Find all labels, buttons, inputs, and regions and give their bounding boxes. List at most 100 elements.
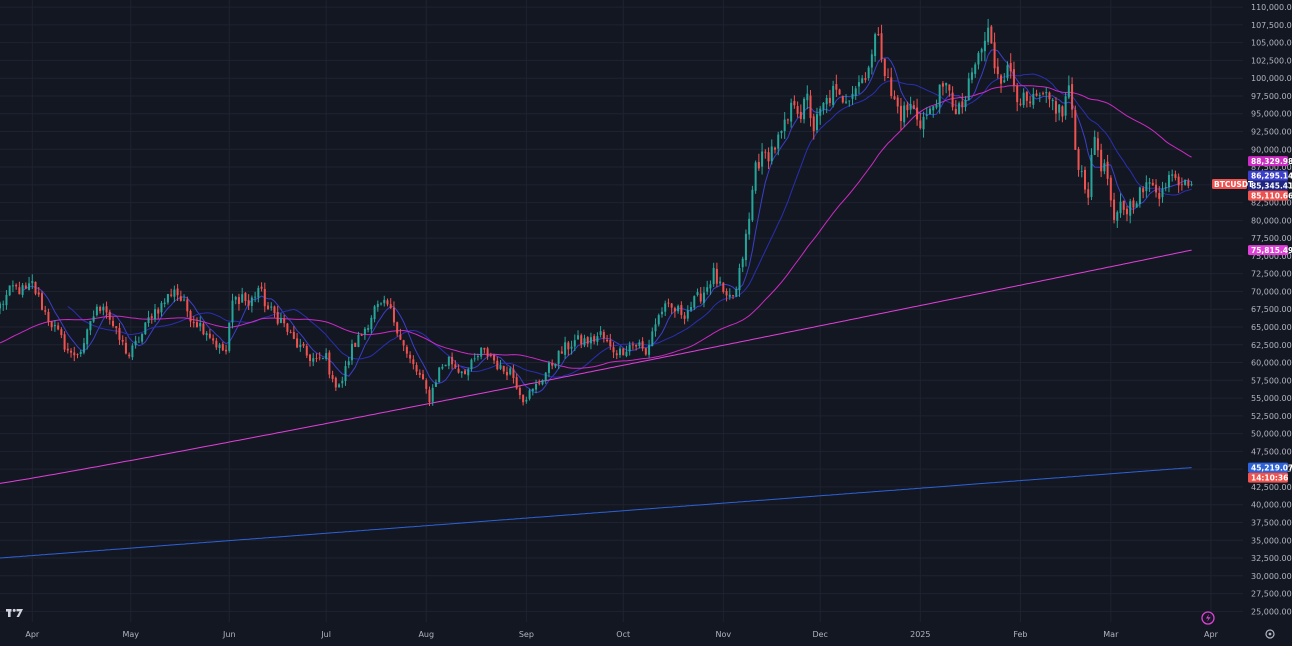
candle-body: [1003, 80, 1006, 83]
candle-body: [809, 95, 812, 119]
candle-body: [625, 351, 628, 357]
candle-body: [202, 323, 205, 335]
candle-body: [580, 335, 583, 345]
price-tag: 88,329.98: [1248, 156, 1292, 167]
candle-body: [89, 320, 92, 331]
candle-body: [499, 365, 502, 369]
candle-body: [279, 318, 282, 323]
candle-body: [874, 34, 877, 57]
candle-body: [870, 54, 873, 68]
candle-body: [938, 84, 941, 107]
candle-body: [234, 297, 237, 300]
candle-body: [806, 93, 809, 101]
y-tick-label: 77,500.00: [1251, 234, 1292, 243]
candle-body: [476, 356, 479, 358]
candle-body: [1022, 92, 1025, 106]
candle-body: [447, 356, 450, 366]
candle-body: [602, 332, 605, 339]
y-tick-label: 60,000.00: [1251, 359, 1292, 368]
ma-line-200: [0, 249, 1192, 484]
candle-body: [215, 340, 218, 348]
candle-body: [732, 294, 735, 296]
candle-body: [660, 311, 663, 315]
candle-body: [1164, 187, 1167, 189]
candle-body: [864, 78, 867, 80]
candle-body: [312, 358, 315, 362]
candle-body: [725, 290, 728, 296]
candle-body: [108, 311, 111, 320]
candle-body: [131, 345, 134, 358]
candle-body: [47, 311, 50, 322]
candle-body: [599, 331, 602, 335]
y-tick-label: 105,000.00: [1251, 39, 1292, 48]
y-tick-label: 72,500.00: [1251, 270, 1292, 279]
candle-body: [389, 304, 392, 308]
candle-body: [386, 300, 389, 305]
candle-body: [237, 297, 240, 304]
candlesticks: [0, 18, 1193, 407]
candle-body: [422, 374, 425, 380]
candle-body: [631, 344, 634, 346]
y-tick-label: 37,500.00: [1251, 518, 1292, 527]
candle-body: [183, 299, 186, 301]
candle-body: [699, 293, 702, 302]
candle-body: [967, 78, 970, 101]
candle-body: [906, 104, 909, 111]
settings-gear-icon[interactable]: [1265, 629, 1275, 639]
candle-body: [1025, 91, 1028, 101]
candle-body: [761, 151, 764, 167]
candle-body: [544, 372, 547, 381]
candle-body: [21, 285, 24, 295]
candle-body: [867, 67, 870, 79]
candle-body: [11, 285, 14, 287]
candle-body: [754, 162, 757, 191]
candle-body: [987, 27, 990, 42]
candle-body: [606, 339, 609, 342]
candle-body: [415, 365, 418, 372]
candle-body: [493, 355, 496, 361]
candle-body: [308, 354, 312, 361]
candle-body: [983, 40, 986, 52]
candle-body: [315, 358, 318, 359]
candle-body: [360, 334, 363, 336]
candle-body: [76, 354, 79, 355]
candle-body: [832, 85, 835, 105]
candle-body: [567, 342, 570, 350]
candle-body: [270, 306, 273, 308]
x-tick-label: Sep: [519, 630, 534, 639]
candle-body: [583, 338, 586, 346]
candle-body: [502, 365, 505, 372]
candle-body: [396, 322, 399, 334]
candle-body: [554, 363, 557, 367]
candle-body: [715, 268, 718, 284]
candle-body: [512, 369, 515, 379]
tradingview-logo-icon[interactable]: [6, 608, 23, 617]
candle-body: [263, 288, 266, 307]
candle-body: [105, 306, 108, 313]
candle-body: [505, 371, 508, 376]
time-axis[interactable]: Apr May Jun Jul Aug Sep Oct Nov Dec 2025 Feb Mar Apr: [25, 630, 1218, 639]
candle-body: [890, 77, 893, 96]
candle-body: [44, 310, 47, 312]
candle-body: [903, 105, 906, 123]
candle-body: [273, 306, 276, 314]
candle-body: [292, 331, 295, 339]
candle-body: [31, 280, 34, 284]
candle-body: [1093, 136, 1096, 155]
ma-line-55: [0, 85, 1192, 369]
candle-body: [722, 282, 725, 292]
candle-body: [1074, 110, 1077, 150]
price-axis[interactable]: 25,000.00 27,500.00 30,000.00 32,500.00 35,0…: [1251, 3, 1292, 616]
candle-body: [622, 348, 625, 356]
candle-body: [880, 33, 883, 60]
replay-icon[interactable]: [1201, 611, 1215, 625]
candle-body: [835, 84, 838, 90]
candle-body: [218, 344, 221, 348]
candle-body: [974, 64, 977, 74]
candle-body: [1035, 93, 1038, 96]
candle-body: [515, 377, 518, 389]
candle-body: [321, 358, 324, 359]
candle-body: [1177, 176, 1180, 186]
candle-body: [195, 322, 198, 328]
